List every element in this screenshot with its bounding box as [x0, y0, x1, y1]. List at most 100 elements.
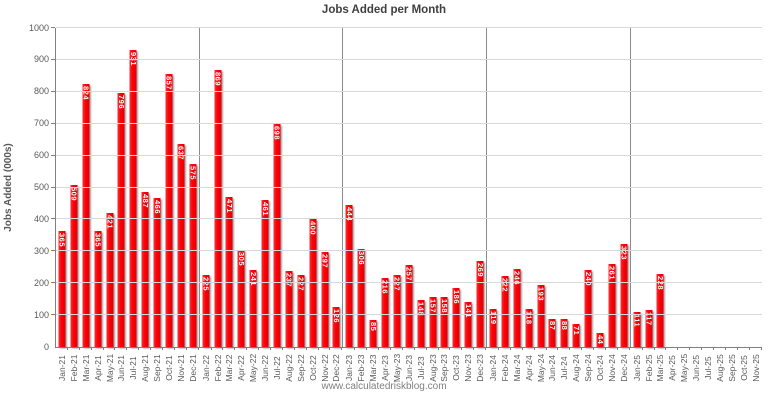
- slot-Aug-23: 157 Aug-23: [427, 28, 439, 382]
- x-tick-label-Feb-25: Feb-25: [643, 354, 654, 382]
- bar-Nov-21: 637: [177, 143, 186, 347]
- x-tick-label-Sep-23: Sep-23: [439, 354, 450, 382]
- slot-Sep-22: 227 Sep-22: [295, 28, 307, 382]
- x-tick-label-Mar-22: Mar-22: [224, 354, 235, 382]
- bar-May-21: 421: [105, 212, 114, 347]
- x-tick-label-Jun-22: Jun-22: [260, 355, 271, 381]
- bar-Jul-22: 698: [273, 124, 282, 347]
- slot-Jul-25: Jul-25: [702, 28, 714, 380]
- bar-value-label-Dec-24: 323: [619, 245, 629, 260]
- slot-Jan-22: 225 Jan-22: [200, 28, 212, 381]
- slot-Oct-25: Oct-25: [738, 28, 750, 381]
- gridline-y-700: [51, 122, 762, 124]
- x-tick-label-Jul-25: Jul-25: [703, 356, 714, 380]
- x-tick-label-Apr-23: Apr-23: [379, 355, 390, 381]
- bar-value-label-Aug-23: 157: [428, 298, 438, 313]
- chart-title: Jobs Added per Month: [321, 4, 447, 16]
- slot-Jul-21: 931 Jul-21: [127, 28, 140, 380]
- bar-value-label-Apr-23: 216: [380, 280, 390, 295]
- bar-value-label-Jan-22: 225: [201, 277, 211, 292]
- bar-value-label-Mar-25: 228: [656, 276, 666, 291]
- x-tick-label-Mar-23: Mar-23: [368, 354, 379, 382]
- bar-value-label-Mar-23: 85: [368, 321, 378, 332]
- slot-May-25: May-25: [678, 28, 691, 382]
- x-tick-label-Apr-21: Apr-21: [92, 355, 103, 381]
- x-tick-label-Oct-21: Oct-21: [163, 355, 174, 381]
- slot-Mar-25: 228 Mar-25: [655, 28, 667, 381]
- bar-Feb-23: 306: [357, 249, 366, 347]
- bar-value-label-Jun-23: 257: [404, 267, 414, 282]
- slot-May-21: 421 May-21: [104, 28, 116, 382]
- bar-Mar-24: 246: [513, 268, 522, 347]
- gridline-y-400: [51, 218, 762, 220]
- slot-Feb-22: 869 Feb-22: [212, 28, 224, 381]
- slot-Apr-21: 365 Apr-21: [92, 28, 104, 381]
- bar-Mar-23: 85: [368, 319, 378, 347]
- bar-Dec-21: 575: [188, 163, 197, 347]
- bar-Dec-23: 269: [476, 261, 485, 347]
- slot-Aug-21: 487 Aug-21: [139, 28, 152, 382]
- bar-Nov-23: 141: [464, 302, 473, 347]
- y-tick-label-0: 0: [43, 341, 49, 352]
- slot-Jun-25: Jun-25: [690, 28, 702, 381]
- slot-Nov-23: 141 Nov-23: [462, 28, 475, 382]
- slot-Apr-23: 216 Apr-23: [379, 28, 391, 381]
- bar-Aug-24: 71: [571, 324, 581, 347]
- bar-value-label-Nov-22: 297: [320, 254, 330, 269]
- x-tick-label-Aug-22: Aug-22: [283, 354, 294, 382]
- bar-Oct-21: 857: [164, 73, 174, 347]
- x-tick-label-Oct-24: Oct-24: [595, 355, 606, 381]
- slot-Nov-22: 297 Nov-22: [319, 28, 331, 382]
- y-tick-label-200: 200: [33, 277, 49, 288]
- x-tick-label-May-24: May-24: [535, 353, 546, 383]
- slot-Jan-21: 365 Jan-21: [56, 28, 68, 381]
- x-tick-label-Feb-21: Feb-21: [68, 354, 79, 382]
- bar-value-label-Feb-25: 117: [644, 311, 654, 326]
- bar-value-label-Feb-22: 869: [213, 71, 223, 86]
- bar-value-label-May-24: 193: [536, 287, 546, 302]
- bar-value-label-Jan-23: 444: [345, 207, 355, 222]
- bar-Feb-22: 869: [213, 69, 223, 347]
- x-tick-label-May-22: May-22: [248, 353, 259, 383]
- x-tick-label-Mar-21: Mar-21: [80, 354, 91, 382]
- bar-Apr-21: 365: [93, 230, 102, 347]
- bar-Jan-24: 119: [489, 309, 498, 347]
- slot-Mar-22: 471 Mar-22: [223, 28, 236, 381]
- slot-Aug-25: Aug-25: [714, 28, 726, 382]
- y-tick-label-400: 400: [33, 213, 49, 224]
- bar-May-22: 241: [249, 270, 258, 347]
- bar-Oct-22: 400: [308, 219, 318, 347]
- bar-value-label-Nov-24: 261: [607, 265, 617, 280]
- bar-Feb-21: 509: [70, 184, 79, 347]
- bar-value-label-Aug-24: 71: [571, 326, 581, 336]
- bar-value-label-Apr-24: 118: [524, 311, 534, 325]
- plot-area: 365 Jan-21 509 Feb-21 824 Mar-21 365 Apr-21 421 M…: [51, 27, 762, 382]
- bar-value-label-Sep-22: 227: [296, 276, 306, 291]
- x-tick-label-Apr-22: Apr-22: [236, 355, 247, 381]
- x-tick-label-Jul-23: Jul-23: [415, 356, 426, 380]
- slot-Jul-22: 698 Jul-22: [271, 28, 283, 380]
- bar-value-label-Apr-22: 305: [237, 251, 247, 266]
- slot-Oct-21: 857 Oct-21: [163, 28, 175, 381]
- slot-Feb-21: 509 Feb-21: [68, 28, 80, 381]
- slot-Jun-22: 461 Jun-22: [259, 28, 271, 381]
- x-tick-label-Jul-24: Jul-24: [559, 356, 570, 380]
- slot-May-24: 193 May-24: [535, 28, 547, 382]
- x-tick-label-Jun-23: Jun-23: [403, 355, 414, 381]
- gridline-y-900: [51, 58, 762, 60]
- x-tick-label-Mar-25: Mar-25: [655, 354, 666, 382]
- slot-May-22: 241 May-22: [247, 28, 260, 382]
- bar-value-label-Oct-21: 857: [164, 75, 174, 90]
- x-tick-label-Sep-22: Sep-22: [295, 354, 306, 382]
- slot-May-23: 227 May-23: [391, 28, 403, 382]
- bar-value-label-Oct-22: 400: [308, 221, 318, 236]
- x-tick-label-Jun-21: Jun-21: [116, 355, 127, 381]
- bar-Sep-21: 466: [153, 198, 162, 347]
- slot-Feb-25: 117 Feb-25: [643, 28, 655, 381]
- bar-Jul-23: 148: [416, 299, 425, 347]
- slot-Jul-23: 148 Jul-23: [415, 28, 427, 380]
- slot-Apr-24: 118 Apr-24: [523, 28, 535, 381]
- x-tick-label-Nov-21: Nov-21: [175, 354, 186, 382]
- bar-value-label-Aug-21: 487: [140, 193, 150, 208]
